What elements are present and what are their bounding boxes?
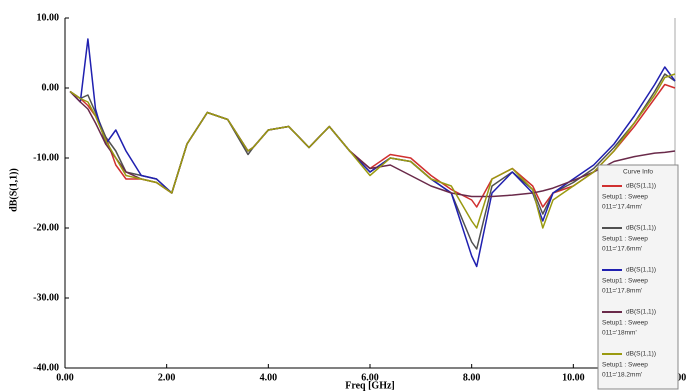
legend-sweep: Setup1 : Sweep <box>602 194 648 201</box>
x-tick-label: 4.00 <box>260 372 278 383</box>
legend-variable: 011='17.6mm' <box>602 246 642 253</box>
legend-name: dB(S(1,1)) <box>626 309 656 316</box>
x-tick-label: 6.00 <box>361 372 379 383</box>
x-axis-label: Freq [GHz] <box>345 380 395 391</box>
legend-variable: 011='18.2mm' <box>602 372 642 379</box>
y-tick-label: -10.00 <box>33 152 59 163</box>
x-tick-label: 0.00 <box>56 372 74 383</box>
legend-sweep: Setup1 : Sweep <box>602 320 648 327</box>
y-tick-label: 10.00 <box>37 12 60 23</box>
x-tick-label: 2.00 <box>158 372 176 383</box>
legend-sweep: Setup1 : Sweep <box>602 236 648 243</box>
legend-box <box>597 164 679 390</box>
legend-sweep: Setup1 : Sweep <box>602 278 648 285</box>
y-axis-label: dB(S(1,1)) <box>8 168 19 212</box>
y-tick-label: -30.00 <box>33 292 59 303</box>
legend-name: dB(S(1,1)) <box>626 267 656 274</box>
x-tick-label: 8.00 <box>463 372 481 383</box>
legend-name: dB(S(1,1)) <box>626 225 656 232</box>
series-line <box>69 73 676 229</box>
legend-title: Curve Info <box>623 169 653 176</box>
legend-sweep: Setup1 : Sweep <box>602 362 648 369</box>
legend-variable: 011='17.8mm' <box>602 288 642 295</box>
x-tick-label: 10.00 <box>562 372 585 383</box>
y-tick-label: 0.00 <box>42 82 60 93</box>
legend-variable: 011='17.4mm' <box>602 204 642 211</box>
legend-name: dB(S(1,1)) <box>626 183 656 190</box>
y-tick-label: -40.00 <box>33 362 59 373</box>
legend-name: dB(S(1,1)) <box>626 351 656 358</box>
legend-variable: 011='18mm' <box>602 330 637 337</box>
y-tick-label: -20.00 <box>33 222 59 233</box>
